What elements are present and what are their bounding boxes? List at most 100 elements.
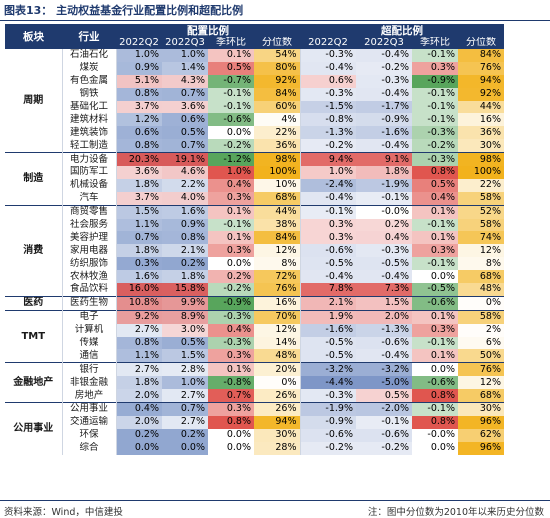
cell-o2: -1.5%: [299, 100, 356, 114]
cell-o3: -3.2%: [356, 362, 412, 377]
cell-oc: 0.3%: [412, 244, 458, 258]
industry-name: 钢铁: [79, 88, 99, 100]
sector-label: TMT: [5, 309, 63, 363]
cell-ac: 0.4%: [208, 323, 254, 337]
industry-name: 传媒: [79, 337, 99, 349]
cell-op: 96%: [458, 441, 504, 455]
cell-oc: -0.1%: [412, 257, 458, 271]
cell-o2: 0.6%: [299, 74, 356, 88]
cell-op: 2%: [458, 323, 504, 337]
table-row: 公用事业 公用事业 0.4% 0.7% 0.3% 26% -1.9% -2.0% -0.1% 30…: [5, 402, 504, 455]
cell-a3: 0.9%: [162, 218, 208, 232]
cell-ap: 80%: [254, 61, 300, 75]
cell-op: 6%: [458, 336, 504, 350]
cell-o2: -0.2%: [299, 441, 356, 455]
cell-o2: -0.4%: [299, 191, 356, 206]
cell-op: 30%: [458, 402, 504, 416]
cell-oc: -0.1%: [412, 113, 458, 127]
cell-ap: 4%: [254, 113, 300, 127]
cell-oc: 0.4%: [412, 191, 458, 206]
cell-a2: 0.6%: [115, 126, 162, 140]
cell-o3: -0.6%: [356, 428, 412, 442]
allocation-table: 板块 行业 配置比例 超配比例 2022Q2 2022Q3 季环比 分位数 20…: [5, 24, 504, 455]
cell-a2: 2.0%: [115, 415, 162, 429]
cell-o3: -0.4%: [356, 139, 412, 153]
table-row: 医药 医药生物 10.8% 9.9% -0.9% 16% 2.1% 1.5% -0.6% 0%: [5, 295, 504, 311]
table-row: 房地产 2.0% 2.7% 0.7% 26% -0.3% 0.5% 0.8% 68%: [5, 389, 504, 403]
header-col: 分位数: [254, 37, 300, 49]
industry-name: 非银金融: [69, 376, 108, 388]
sector-label: 消费: [5, 204, 63, 297]
cell-op: 92%: [458, 87, 504, 101]
cell-a3: 19.1%: [162, 152, 208, 167]
table-row: 建筑材料 1.2% 0.6% -0.6% 4% -0.8% -0.9% -0.1% 16%: [5, 113, 504, 127]
cell-a3: 0.7%: [162, 402, 208, 416]
header-over-group: 超配比例: [300, 24, 504, 37]
cell-op: 36%: [458, 126, 504, 140]
cell-oc: -0.9%: [412, 74, 458, 88]
cell-op: 12%: [458, 244, 504, 258]
cell-op: 52%: [458, 204, 504, 219]
table-body: 周期 石油石化 1.0% 1.0% 0.1% 54% -0.3% -0.4% -0.1% 84% 煤…: [5, 49, 504, 455]
cell-a2: 1.8%: [115, 376, 162, 390]
cell-a2: 3.7%: [115, 100, 162, 114]
cell-o3: -0.2%: [356, 441, 412, 455]
cell-o2: -0.2%: [299, 139, 356, 153]
industry-name: 有色金属: [69, 75, 108, 87]
sector-label: 制造: [5, 152, 63, 206]
cell-o2: -0.5%: [299, 349, 356, 363]
sector-label: 医药: [5, 295, 63, 311]
table-row: 基础化工 3.7% 3.6% -0.1% 60% -1.5% -1.7% -0.1% 44%: [5, 100, 504, 114]
cell-o2: 2.1%: [299, 295, 356, 311]
cell-o2: -0.5%: [299, 336, 356, 350]
cell-a2: 1.6%: [115, 270, 162, 284]
cell-o3: -0.1%: [356, 415, 412, 429]
cell-o2: -0.4%: [299, 270, 356, 284]
cell-ap: 60%: [254, 100, 300, 114]
cell-a3: 15.8%: [162, 283, 208, 297]
cell-ac: 1.0%: [208, 166, 254, 179]
cell-ap: 44%: [254, 204, 300, 219]
cell-o2: -2.4%: [299, 178, 356, 192]
cell-ac: 0.4%: [208, 178, 254, 192]
cell-o3: 0.4%: [356, 231, 412, 245]
cell-o2: 7.8%: [299, 283, 356, 297]
cell-o2: -0.1%: [299, 204, 356, 219]
table-row: 非银金融 1.8% 1.0% -0.8% 0% -4.4% -5.0% -0.6% 12%: [5, 376, 504, 390]
cell-ap: 22%: [254, 126, 300, 140]
cell-a2: 1.1%: [115, 218, 162, 232]
title-bar: 图表13： 主动权益基金行业配置比例和超配比例: [0, 0, 550, 21]
table-row: 建筑装饰 0.6% 0.5% 0.0% 22% -1.3% -1.6% -0.3% 36%: [5, 126, 504, 140]
cell-o3: 0.2%: [356, 218, 412, 232]
industry-name: 社会服务: [69, 219, 108, 231]
cell-oc: -0.3%: [412, 152, 458, 167]
figure-title: 图表13： 主动权益基金行业配置比例和超配比例: [4, 4, 244, 17]
table-row: 交通运输 2.0% 2.7% 0.8% 94% -0.9% -0.1% 0.8% 96%: [5, 415, 504, 429]
cell-ap: 20%: [254, 362, 300, 377]
header-col: 2022Q2: [116, 37, 162, 49]
cell-ac: -0.1%: [208, 87, 254, 101]
cell-oc: 0.3%: [412, 323, 458, 337]
cell-o2: 0.3%: [299, 231, 356, 245]
cell-ac: 0.3%: [208, 244, 254, 258]
cell-o3: -0.2%: [356, 61, 412, 75]
cell-oc: 0.1%: [412, 204, 458, 219]
header-column-row: 2022Q2 2022Q3 季环比 分位数 2022Q2 2022Q3 季环比 …: [5, 37, 504, 49]
industry-name: 建筑材料: [69, 113, 108, 125]
cell-a2: 1.2%: [115, 113, 162, 127]
cell-op: 0%: [458, 295, 504, 311]
cell-a2: 5.1%: [115, 74, 162, 88]
industry-name: 交通运输: [69, 416, 108, 428]
cell-a3: 0.7%: [162, 139, 208, 153]
cell-op: 58%: [458, 309, 504, 324]
cell-oc: 0.3%: [412, 61, 458, 75]
cell-a2: 3.6%: [115, 166, 162, 179]
cell-o3: 1.5%: [356, 295, 412, 311]
cell-ap: 54%: [254, 49, 300, 62]
cell-ap: 98%: [254, 152, 300, 167]
cell-ac: 0.1%: [208, 49, 254, 62]
cell-op: 62%: [458, 428, 504, 442]
industry-name: 电力设备: [62, 152, 116, 167]
cell-o3: 1.8%: [356, 166, 412, 179]
cell-o2: -3.2%: [299, 362, 356, 377]
